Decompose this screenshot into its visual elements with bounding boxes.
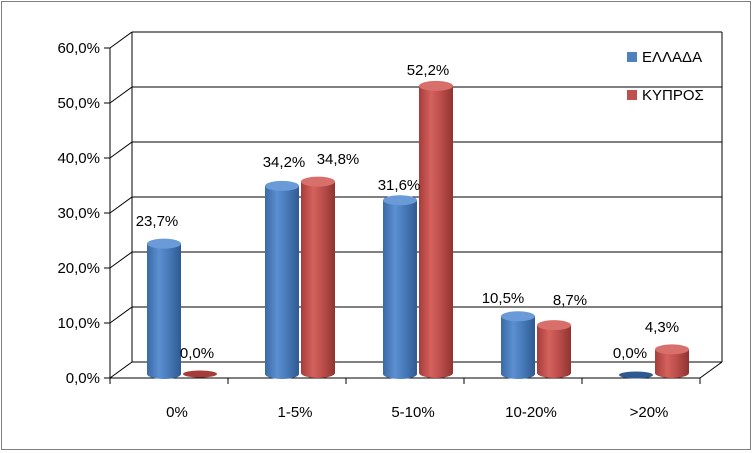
data-label: 0,0% (180, 345, 214, 362)
bar-top (265, 180, 299, 191)
x-tick-label: 1-5% (277, 404, 312, 421)
legend-swatch (627, 90, 637, 100)
data-label: 23,7% (136, 213, 179, 230)
bar-greece (265, 180, 299, 379)
y-tick-label: 50,0% (57, 95, 100, 112)
legend: ΕΛΛΑΔΑ ΚΥΠΡΟΣ (627, 49, 704, 104)
data-labels: 23,7% 0,0% 34,2% 34,8% 31,6% 52,2% 10,5% 8,7% 0,… (136, 62, 679, 362)
gridline-depth (109, 306, 133, 324)
x-tick-label: >20% (630, 404, 669, 421)
data-label: 34,2% (263, 154, 306, 171)
bar-body (655, 349, 689, 378)
axes: 0,0% 10,0% 20,0% 30,0% 40,0% 50,0% 60,0% 0% 1-5%… (57, 32, 723, 421)
bar-top (537, 320, 571, 331)
x-tick-label: 0% (166, 404, 188, 421)
gridline-depth (109, 31, 133, 49)
data-label: 52,2% (407, 62, 450, 79)
legend-label: ΚΥΠΡΟΣ (642, 87, 704, 104)
bar-cyprus (419, 80, 453, 379)
bar-body (265, 185, 299, 379)
gridline-depth (109, 361, 133, 379)
data-label: 34,8% (317, 151, 360, 168)
data-label: 31,6% (378, 177, 421, 194)
bar-top (383, 195, 417, 206)
bar-body (419, 85, 453, 379)
y-tick-label: 60,0% (57, 40, 100, 57)
bar-body (301, 181, 335, 378)
bar-cyprus (537, 320, 571, 378)
bar-top (419, 80, 453, 91)
data-label: 0,0% (613, 345, 647, 362)
y-tick-label: 0,0% (66, 370, 100, 387)
bar-greece (383, 195, 417, 379)
bar-top (619, 371, 653, 379)
bar-top (301, 176, 335, 187)
y-tick-label: 30,0% (57, 205, 100, 222)
x-tick-label: 10-20% (505, 404, 557, 421)
gridline-depth (109, 196, 133, 214)
gridline-depth (109, 86, 133, 104)
bar-body (383, 200, 417, 379)
bar-cyprus (301, 176, 335, 378)
bar-greece (501, 311, 535, 379)
bar-greece (147, 238, 181, 379)
x-tick-label: 5-10% (391, 404, 434, 421)
legend-swatch (627, 52, 637, 62)
bar-body (147, 243, 181, 379)
data-label: 10,5% (482, 290, 525, 307)
bar-top (501, 311, 535, 322)
data-label: 8,7% (553, 292, 587, 309)
bar-body (537, 325, 571, 378)
bar-cyprus (655, 344, 689, 378)
bar-top (147, 238, 181, 249)
legend-label: ΕΛΛΑΔΑ (642, 49, 702, 66)
bar-greece (619, 371, 653, 379)
data-label: 4,3% (645, 319, 679, 336)
y-tick-label: 20,0% (57, 260, 100, 277)
bar-top (183, 370, 217, 378)
bar-body (501, 316, 535, 379)
y-tick-label: 10,0% (57, 315, 100, 332)
bar-cyprus (183, 370, 217, 378)
gridline-depth (109, 251, 133, 269)
gridline-depth (109, 141, 133, 159)
y-tick-label: 40,0% (57, 150, 100, 167)
floor-edge-right (699, 361, 723, 379)
bars (147, 80, 689, 379)
bar-top (655, 344, 689, 355)
